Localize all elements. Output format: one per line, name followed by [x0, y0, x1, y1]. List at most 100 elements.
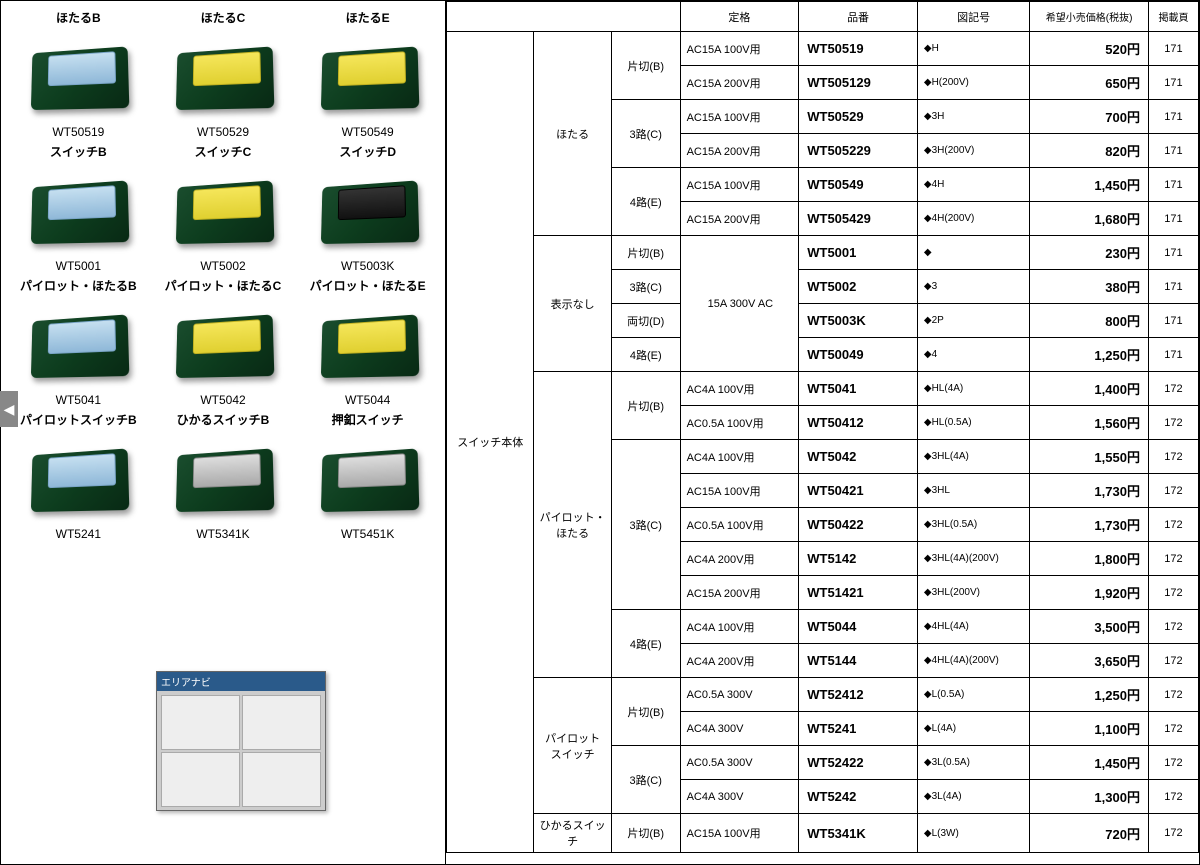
product-cell: ひかるスイッチBWT5341K	[156, 411, 291, 541]
symbol-cell: ◆L(4A)	[917, 712, 1029, 746]
symbol-cell: ◆H	[917, 32, 1029, 66]
part-cell: WT5144	[799, 644, 918, 678]
symbol-cell: ◆4HL(4A)	[917, 610, 1029, 644]
sub-name: 4路(E)	[611, 610, 680, 678]
page-cell: 171	[1148, 304, 1198, 338]
sub-name: 片切(B)	[611, 32, 680, 100]
popup-thumb[interactable]	[242, 695, 321, 750]
price-cell: 3,650円	[1030, 644, 1149, 678]
symbol-cell: ◆3L(4A)	[917, 780, 1029, 814]
symbol-cell: ◆4H	[917, 168, 1029, 202]
product-label: パイロットスイッチB	[11, 411, 146, 427]
main-category: スイッチ本体	[447, 32, 534, 853]
symbol-cell: ◆3L(0.5A)	[917, 746, 1029, 780]
symbol-cell: ◆3HL	[917, 474, 1029, 508]
part-cell: WT50549	[799, 168, 918, 202]
part-cell: WT5041	[799, 372, 918, 406]
product-image	[308, 29, 428, 119]
part-cell: WT5044	[799, 610, 918, 644]
popup-thumb[interactable]	[161, 752, 240, 807]
header-row: 定格 品番 図記号 希望小売価格(税抜) 掲載頁	[447, 2, 1199, 32]
sub-name: 片切(B)	[611, 814, 680, 853]
product-code: WT50519	[11, 125, 146, 139]
part-cell: WT5142	[799, 542, 918, 576]
page-cell: 172	[1148, 746, 1198, 780]
product-cell: ほたるCWT50529	[156, 9, 291, 139]
collapse-tab[interactable]: ◀	[0, 391, 18, 427]
group-name: ほたる	[534, 32, 611, 236]
hdr-price: 希望小売価格(税抜)	[1030, 2, 1149, 32]
sub-name: 片切(B)	[611, 678, 680, 746]
product-code: WT5044	[300, 393, 435, 407]
page-cell: 171	[1148, 338, 1198, 372]
symbol-cell: ◆HL(0.5A)	[917, 406, 1029, 440]
symbol-cell: ◆3HL(200V)	[917, 576, 1029, 610]
price-cell: 1,400円	[1030, 372, 1149, 406]
symbol-cell: ◆4H(200V)	[917, 202, 1029, 236]
product-cell: パイロット・ほたるBWT5041	[11, 277, 146, 407]
price-cell: 1,730円	[1030, 508, 1149, 542]
product-code: WT5002	[156, 259, 291, 273]
sub-name: 3路(C)	[611, 270, 680, 304]
price-cell: 1,560円	[1030, 406, 1149, 440]
product-label: 押釦スイッチ	[300, 411, 435, 427]
price-cell: 800円	[1030, 304, 1149, 338]
sub-name: 4路(E)	[611, 168, 680, 236]
price-cell: 1,250円	[1030, 678, 1149, 712]
hdr-blank	[447, 2, 681, 32]
popup-body	[157, 691, 325, 811]
page-cell: 171	[1148, 270, 1198, 304]
product-image	[18, 431, 138, 521]
symbol-cell: ◆L(3W)	[917, 814, 1029, 853]
product-label: ほたるC	[156, 9, 291, 25]
page-cell: 172	[1148, 610, 1198, 644]
page-cell: 172	[1148, 542, 1198, 576]
page-cell: 171	[1148, 168, 1198, 202]
symbol-cell: ◆	[917, 236, 1029, 270]
product-image-panel: ◀ ほたるBWT50519ほたるCWT50529ほたるEWT50549スイッチB…	[1, 1, 446, 864]
product-image	[163, 163, 283, 253]
price-cell: 650円	[1030, 66, 1149, 100]
product-code: WT5042	[156, 393, 291, 407]
price-cell: 1,550円	[1030, 440, 1149, 474]
rating-cell: AC15A 100V用	[680, 814, 799, 853]
product-cell: パイロット・ほたるEWT5044	[300, 277, 435, 407]
popup-thumb[interactable]	[161, 695, 240, 750]
part-cell: WT5042	[799, 440, 918, 474]
popup-thumb[interactable]	[242, 752, 321, 807]
symbol-cell: ◆2P	[917, 304, 1029, 338]
product-cell: パイロットスイッチB WT5241	[11, 411, 146, 541]
product-code: WT5241	[11, 527, 146, 541]
part-cell: WT505429	[799, 202, 918, 236]
rating-cell: AC15A 200V用	[680, 576, 799, 610]
sub-name: 片切(B)	[611, 236, 680, 270]
rating-cell: AC0.5A 100V用	[680, 406, 799, 440]
rating-cell: AC0.5A 100V用	[680, 508, 799, 542]
page-cell: 171	[1148, 202, 1198, 236]
product-code: WT5001	[11, 259, 146, 273]
product-label: スイッチD	[300, 143, 435, 159]
rating-cell: AC4A 100V用	[680, 372, 799, 406]
rating-cell: AC15A 100V用	[680, 32, 799, 66]
product-image	[163, 29, 283, 119]
page-cell: 171	[1148, 100, 1198, 134]
product-image	[18, 297, 138, 387]
product-code: WT5003K	[300, 259, 435, 273]
price-cell: 1,920円	[1030, 576, 1149, 610]
page-cell: 171	[1148, 134, 1198, 168]
price-cell: 700円	[1030, 100, 1149, 134]
symbol-cell: ◆3	[917, 270, 1029, 304]
rating-cell: AC4A 300V	[680, 712, 799, 746]
area-navi-popup[interactable]: エリアナビ	[156, 671, 326, 811]
part-cell: WT5242	[799, 780, 918, 814]
symbol-cell: ◆4	[917, 338, 1029, 372]
product-label: スイッチC	[156, 143, 291, 159]
page-cell: 172	[1148, 780, 1198, 814]
product-cell: ほたるEWT50549	[300, 9, 435, 139]
product-cell: スイッチC WT5002	[156, 143, 291, 273]
rating-cell: AC15A 200V用	[680, 66, 799, 100]
spec-table-panel: 定格 品番 図記号 希望小売価格(税抜) 掲載頁 スイッチ本体ほたる片切(B)A…	[446, 1, 1199, 864]
product-code: WT5341K	[156, 527, 291, 541]
rating-cell: AC15A 100V用	[680, 100, 799, 134]
page-cell: 171	[1148, 66, 1198, 100]
